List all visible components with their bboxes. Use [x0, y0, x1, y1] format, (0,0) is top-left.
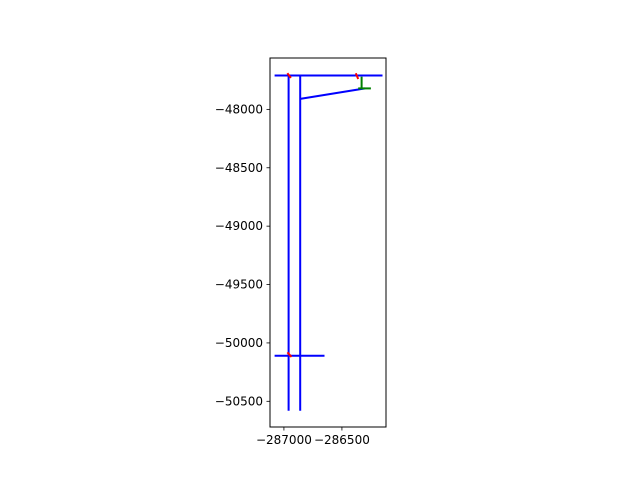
data-layer [274, 72, 383, 411]
series-line-8 [286, 72, 292, 79]
series-line-3 [300, 87, 366, 100]
y-tick-label-2: −49000 [215, 219, 263, 233]
y-tick-label-4: −50000 [215, 336, 263, 350]
y-tick-label-1: −48500 [215, 161, 263, 175]
series-line-7 [354, 72, 360, 80]
y-tick-label-5: −50500 [215, 394, 263, 408]
y-tick-label-0: −48000 [215, 102, 263, 116]
tick-layer: −287000 −286500 −48000 −48500 −49000 −49500 −5… [215, 102, 370, 447]
axes-frame [269, 57, 387, 428]
y-tick-label-3: −49500 [215, 278, 263, 292]
series-line-9 [286, 351, 293, 358]
x-tick-label-1: −286500 [314, 433, 370, 447]
x-tick-label-0: −287000 [256, 433, 312, 447]
